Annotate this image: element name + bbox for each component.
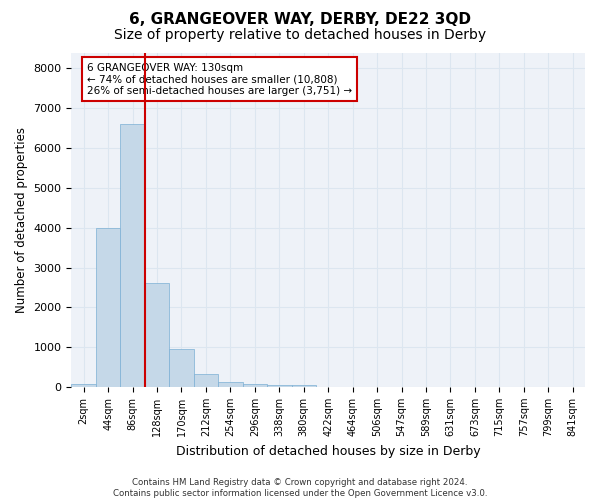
Text: Size of property relative to detached houses in Derby: Size of property relative to detached ho… xyxy=(114,28,486,42)
Bar xyxy=(145,284,169,387)
Text: 6 GRANGEOVER WAY: 130sqm
← 74% of detached houses are smaller (10,808)
26% of se: 6 GRANGEOVER WAY: 130sqm ← 74% of detach… xyxy=(87,62,352,96)
Bar xyxy=(71,384,96,387)
Text: 6, GRANGEOVER WAY, DERBY, DE22 3QD: 6, GRANGEOVER WAY, DERBY, DE22 3QD xyxy=(129,12,471,28)
Text: Contains HM Land Registry data © Crown copyright and database right 2024.
Contai: Contains HM Land Registry data © Crown c… xyxy=(113,478,487,498)
Bar xyxy=(169,349,194,387)
Bar xyxy=(96,228,121,387)
Bar xyxy=(194,374,218,387)
Bar xyxy=(292,385,316,387)
Bar xyxy=(121,124,145,387)
Bar xyxy=(242,384,267,387)
Y-axis label: Number of detached properties: Number of detached properties xyxy=(15,126,28,312)
X-axis label: Distribution of detached houses by size in Derby: Distribution of detached houses by size … xyxy=(176,444,481,458)
Bar xyxy=(218,382,242,387)
Bar xyxy=(267,384,292,387)
